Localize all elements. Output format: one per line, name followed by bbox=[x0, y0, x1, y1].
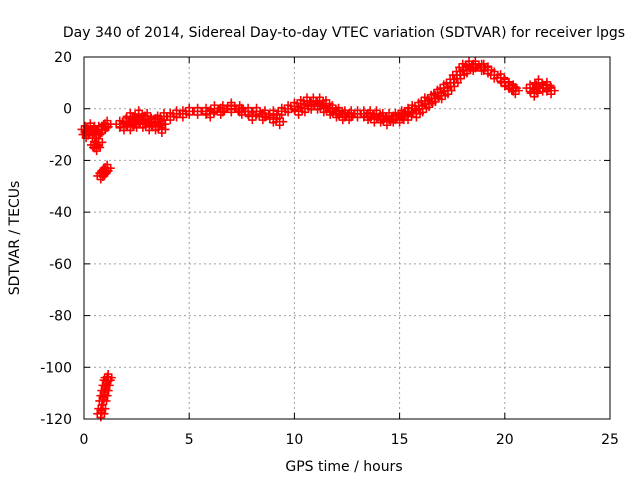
x-axis-label: GPS time / hours bbox=[285, 459, 402, 475]
scatter-point bbox=[91, 134, 107, 150]
scatter-point bbox=[446, 75, 462, 91]
x-tick-label: 15 bbox=[391, 432, 409, 448]
scatter-point bbox=[93, 406, 109, 422]
scatter-point bbox=[213, 103, 229, 119]
scatter-point bbox=[539, 77, 555, 94]
scatter-point bbox=[223, 98, 239, 114]
scatter-point bbox=[265, 111, 281, 127]
scatter-point bbox=[154, 121, 170, 137]
y-tick-label: -20 bbox=[49, 153, 72, 169]
scatter-point bbox=[434, 88, 450, 104]
axis-ticks bbox=[83, 56, 611, 420]
scatter-point bbox=[139, 108, 155, 125]
y-tick-label: -100 bbox=[40, 360, 72, 376]
scatter-point bbox=[440, 83, 456, 99]
scatter-point bbox=[507, 83, 523, 99]
scatter-point bbox=[99, 160, 115, 176]
plot-frame bbox=[83, 56, 611, 420]
scatter-point bbox=[373, 111, 389, 127]
scatter-point bbox=[526, 85, 542, 101]
scatter-point bbox=[328, 106, 345, 122]
x-tick-label: 20 bbox=[496, 432, 514, 448]
scatter-point bbox=[147, 114, 164, 130]
y-tick-label: 20 bbox=[54, 50, 72, 66]
scatter-point bbox=[272, 114, 288, 130]
y-tick-label: -40 bbox=[49, 205, 72, 221]
scatter-point bbox=[316, 101, 332, 117]
scatter-point bbox=[175, 106, 191, 122]
scatter-point bbox=[234, 103, 250, 119]
scatter-point bbox=[100, 370, 116, 386]
y-tick-label: -60 bbox=[49, 257, 72, 273]
scatter-point bbox=[480, 62, 496, 78]
scatter-point bbox=[341, 108, 357, 125]
chart-title: Day 340 of 2014, Sidereal Day-to-day VTE… bbox=[63, 25, 625, 41]
y-axis-label: SDTVAR / TECUs bbox=[7, 181, 23, 296]
scatter-point bbox=[255, 108, 271, 125]
scatter-point bbox=[291, 103, 307, 119]
tick-labels: 0 5 10 15 20 25 -120 -100 -80 -60 -40 -20 0 20 bbox=[40, 50, 619, 448]
y-tick-label: -80 bbox=[49, 309, 72, 325]
x-tick-label: 10 bbox=[285, 432, 303, 448]
x-tick-label: 0 bbox=[80, 432, 89, 448]
y-tick-label: -120 bbox=[40, 412, 72, 428]
y-tick-label: 0 bbox=[63, 102, 72, 118]
x-tick-label: 25 bbox=[601, 432, 619, 448]
x-tick-label: 5 bbox=[185, 432, 194, 448]
scatter-point bbox=[280, 101, 296, 117]
scatter-points bbox=[77, 57, 559, 422]
scatter-point bbox=[408, 106, 425, 122]
scatter-point bbox=[89, 139, 105, 156]
